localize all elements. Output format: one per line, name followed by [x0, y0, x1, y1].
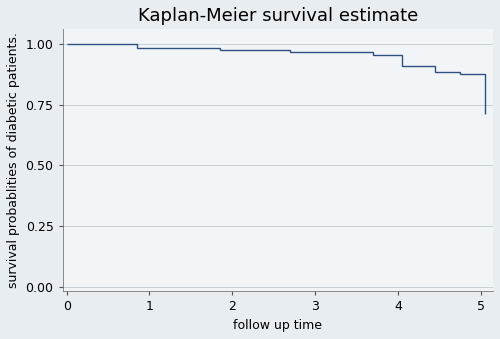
X-axis label: follow up time: follow up time	[234, 319, 322, 332]
Title: Kaplan-Meier survival estimate: Kaplan-Meier survival estimate	[138, 7, 418, 25]
Y-axis label: survival probablities of diabetic patients.: survival probablities of diabetic patien…	[7, 33, 20, 288]
